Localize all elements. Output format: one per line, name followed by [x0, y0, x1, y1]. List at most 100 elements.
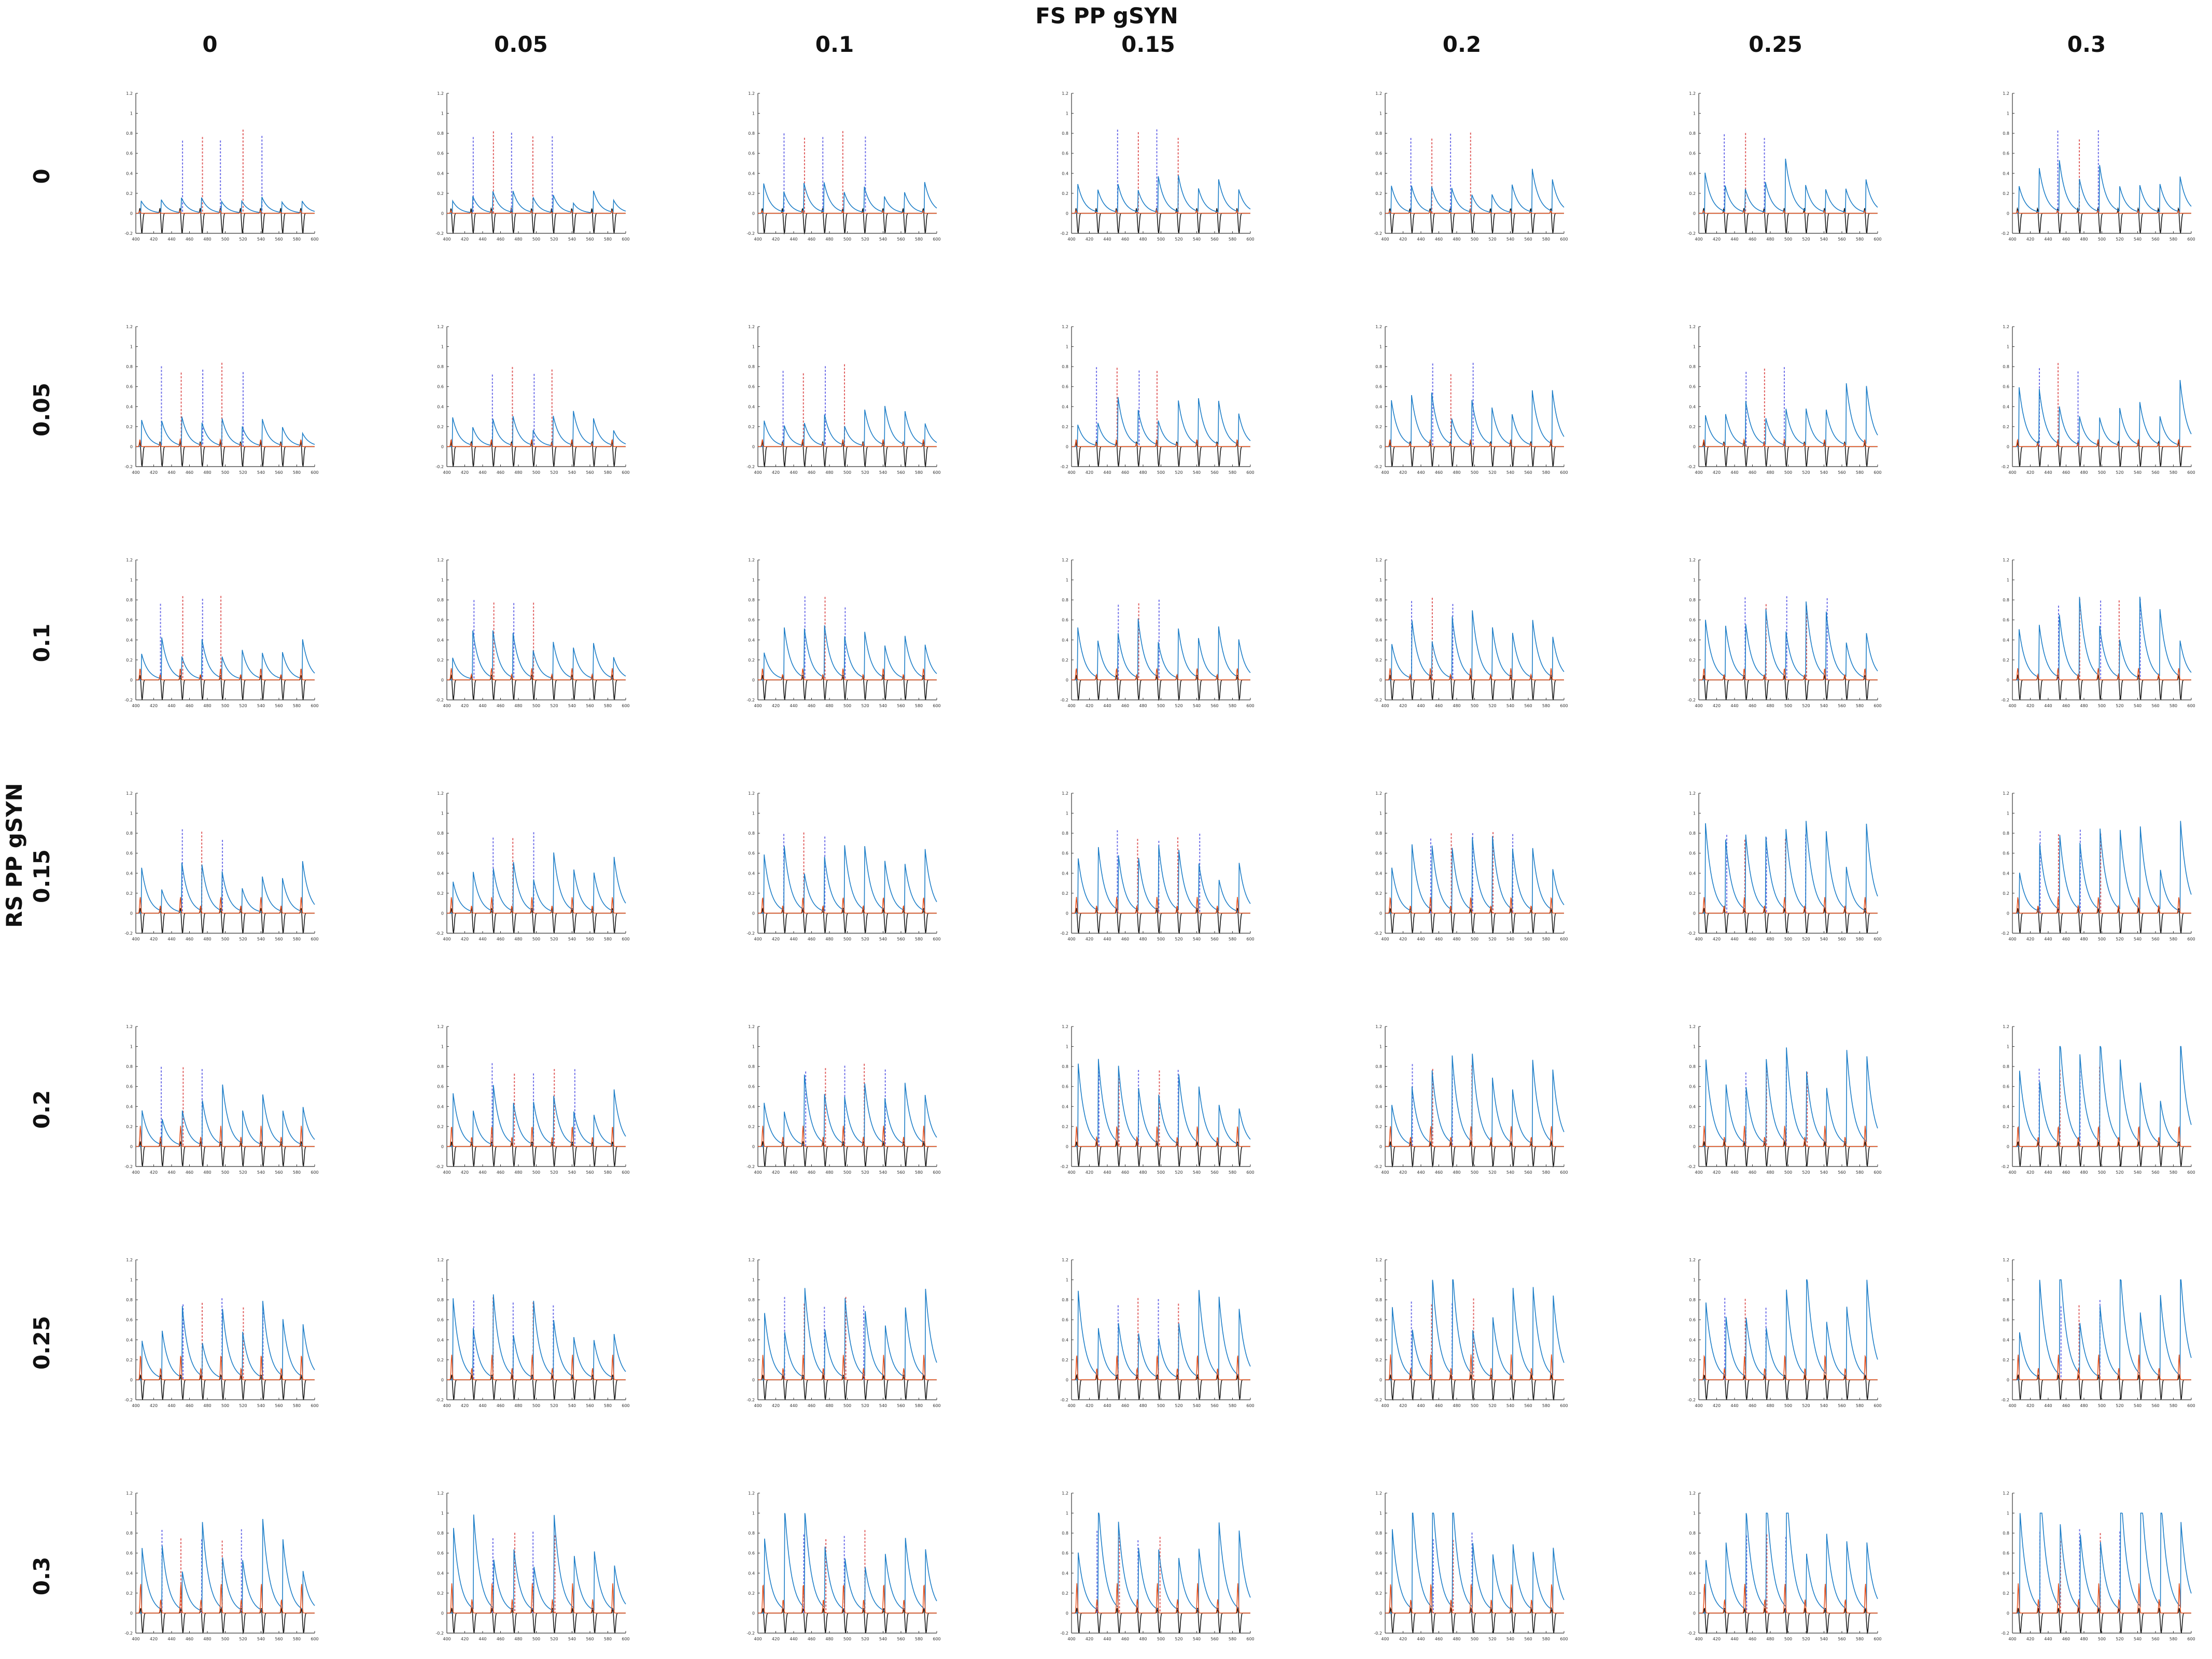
x-tick-label: 600	[1560, 1403, 1568, 1408]
x-tick-label: 440	[167, 937, 175, 941]
y-tick-label: 0	[130, 911, 133, 916]
y-tick-label: 0.8	[1375, 364, 1382, 369]
y-tick-label: 0.8	[2003, 598, 2009, 602]
orange-series-line	[758, 1355, 937, 1381]
x-tick-label: 480	[203, 237, 211, 242]
y-tick-label: 1	[1066, 1511, 1068, 1516]
x-tick-label: 560	[2151, 470, 2159, 475]
black-series-line	[2012, 908, 2191, 934]
y-tick-label: 0	[2007, 911, 2009, 916]
panel: -0.2 0 0.2 0.4 0.6 0.8 1 1.2 400 420 440 460 480 500 5…	[1687, 1491, 1881, 1641]
x-tick-label: 600	[1560, 1637, 1568, 1641]
x-tick-label: 440	[2044, 1637, 2052, 1641]
y-tick-label: 1	[1693, 111, 1696, 116]
blue-series-line	[136, 196, 315, 214]
x-tick-label: 480	[2080, 1403, 2088, 1408]
x-tick-label: 600	[311, 1170, 318, 1175]
x-tick-label: 440	[1730, 1170, 1738, 1175]
y-tick-label: 0	[752, 1377, 755, 1382]
y-tick-label: 0	[1066, 678, 1068, 682]
y-tick-label: 0.4	[126, 638, 133, 642]
y-tick-label: 0.8	[1062, 598, 1068, 602]
x-tick-label: 420	[461, 237, 469, 242]
x-tick-label: 480	[1139, 937, 1147, 941]
y-tick-label: 1.2	[126, 1491, 133, 1496]
x-tick-label: 520	[1175, 1403, 1182, 1408]
blue-series-line	[2012, 1512, 2192, 1614]
x-tick-label: 600	[311, 937, 318, 941]
x-tick-label: 480	[1139, 470, 1147, 475]
y-tick-label: 0.8	[2003, 364, 2009, 369]
y-tick-label: 0.6	[126, 385, 133, 389]
x-tick-label: 420	[772, 1637, 780, 1641]
orange-series-line	[1072, 209, 1250, 214]
blue-series-line	[1072, 397, 1251, 447]
x-tick-label: 400	[1067, 937, 1075, 941]
x-tick-label: 560	[1524, 704, 1532, 708]
x-tick-label: 520	[239, 237, 247, 242]
x-tick-label: 540	[257, 1637, 265, 1641]
x-tick-label: 520	[1802, 937, 1810, 941]
black-series-line	[447, 1608, 626, 1633]
panel: -0.2 0 0.2 0.4 0.6 0.8 1 1.2 400 420 440 460 480 500 5…	[2001, 1258, 2195, 1408]
x-tick-label: 520	[1488, 937, 1496, 941]
x-tick-label: 580	[1542, 1170, 1550, 1175]
x-tick-label: 480	[825, 1170, 833, 1175]
orange-series-line	[1699, 1355, 1878, 1381]
x-tick-label: 400	[1695, 1170, 1702, 1175]
y-tick-label: 0	[441, 678, 444, 682]
orange-series-line	[447, 1127, 626, 1147]
y-tick-label: 1	[2007, 1278, 2009, 1283]
x-tick-label: 560	[1210, 470, 1218, 475]
y-tick-label: 0.6	[437, 618, 444, 623]
x-tick-label: 400	[1381, 470, 1389, 475]
y-tick-label: 1	[1066, 578, 1068, 583]
x-tick-label: 580	[2169, 1403, 2177, 1408]
panel-grid: -0.2 0 0.2 0.4 0.6 0.8 1 1.2 400 420 440 460 480 500 5…	[124, 91, 2195, 1641]
y-tick-label: 1.2	[748, 91, 755, 96]
x-tick-label: 500	[2098, 237, 2106, 242]
y-tick-label: 0.6	[2003, 1318, 2009, 1323]
x-tick-label: 400	[1381, 1170, 1389, 1175]
y-tick-label: 0.2	[1375, 1591, 1382, 1596]
y-tick-label: -0.2	[2001, 931, 2009, 936]
x-tick-label: 520	[1488, 470, 1496, 475]
y-tick-label: 0.4	[126, 404, 133, 409]
x-tick-label: 580	[2169, 237, 2177, 242]
y-tick-label: 0	[441, 911, 444, 916]
panel: -0.2 0 0.2 0.4 0.6 0.8 1 1.2 400 420 440 460 480 500 5…	[2001, 558, 2195, 708]
blue-series-line	[1699, 601, 1878, 681]
x-tick-label: 560	[2151, 1170, 2159, 1175]
x-tick-label: 440	[790, 1403, 797, 1408]
blue-series-line	[1385, 836, 1565, 914]
x-tick-label: 460	[1435, 470, 1443, 475]
x-tick-label: 540	[1506, 1637, 1514, 1641]
x-tick-label: 500	[1157, 1637, 1165, 1641]
y-tick-label: 0.8	[748, 1298, 755, 1302]
y-tick-label: 0.6	[1689, 385, 1696, 389]
x-tick-label: 460	[808, 1170, 815, 1175]
y-tick-label: 0	[2007, 444, 2009, 449]
x-tick-label: 420	[461, 1403, 469, 1408]
orange-series-line	[2012, 1583, 2191, 1614]
x-tick-label: 580	[604, 237, 612, 242]
x-tick-label: 540	[257, 704, 265, 708]
y-tick-label: 0	[2007, 1611, 2009, 1615]
y-tick-label: 1.2	[1062, 1491, 1068, 1496]
x-tick-label: 480	[825, 1403, 833, 1408]
x-tick-label: 560	[897, 1170, 905, 1175]
x-tick-label: 440	[2044, 1403, 2052, 1408]
row-axis-title: RS PP gSYN	[2, 783, 27, 927]
x-tick-label: 440	[2044, 470, 2052, 475]
x-tick-label: 520	[239, 1170, 247, 1175]
x-tick-label: 520	[1175, 1637, 1182, 1641]
x-tick-label: 420	[772, 237, 780, 242]
y-tick-label: -0.2	[1687, 1398, 1696, 1402]
x-tick-label: 520	[861, 704, 869, 708]
y-tick-label: -0.2	[435, 465, 444, 469]
x-tick-label: 540	[1193, 1403, 1201, 1408]
x-tick-label: 580	[604, 704, 612, 708]
y-tick-label: 1.2	[1062, 558, 1068, 563]
x-tick-label: 400	[754, 1403, 762, 1408]
x-tick-label: 420	[1399, 470, 1407, 475]
